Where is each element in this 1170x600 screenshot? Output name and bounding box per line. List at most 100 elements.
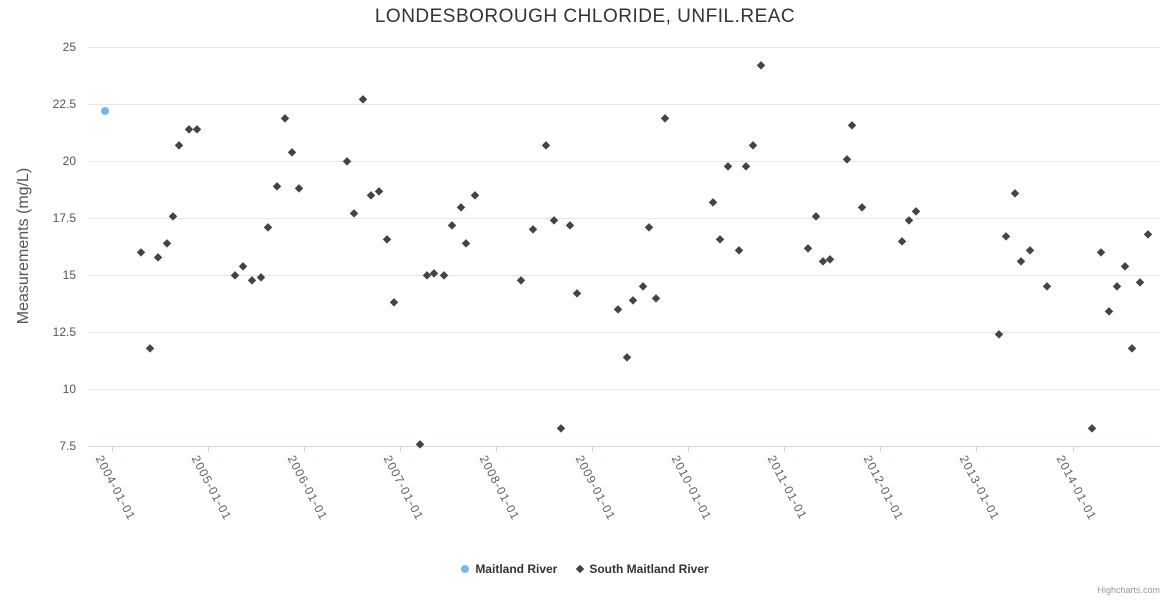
data-point[interactable] [440,271,448,279]
data-point[interactable] [100,106,109,115]
data-point[interactable] [742,161,750,170]
x-axis-tick [207,446,209,452]
circle-marker-icon [461,565,470,573]
data-point[interactable] [557,423,565,432]
data-point[interactable] [281,113,289,122]
x-axis-label: 2010-01-01 [668,453,715,523]
data-point[interactable] [1144,230,1152,238]
data-point[interactable] [382,234,391,243]
data-point[interactable] [462,239,471,247]
x-axis-label: 2014-01-01 [1053,453,1100,523]
data-point[interactable] [350,209,358,218]
x-axis-label: 2008-01-01 [476,453,523,523]
legend-item-maitland-river[interactable]: Maitland River [461,562,557,576]
legend-item-south-maitland-river[interactable]: South Maitland River [576,562,709,576]
x-axis-label: 2005-01-01 [188,453,235,523]
data-point[interactable] [848,120,856,129]
data-point[interactable] [1097,248,1105,257]
data-point[interactable] [272,182,281,190]
data-point[interactable] [898,236,907,245]
data-point[interactable] [456,202,465,211]
data-point[interactable] [1010,189,1019,197]
data-point[interactable] [858,202,866,211]
data-point[interactable] [264,223,272,231]
data-point[interactable] [185,125,193,133]
data-point[interactable] [613,305,622,314]
data-point[interactable] [175,141,184,149]
data-point[interactable] [193,125,201,133]
x-axis-label: 2006-01-01 [284,453,331,523]
data-point[interactable] [716,234,725,243]
data-point[interactable] [136,248,145,257]
data-point[interactable] [1043,282,1052,291]
data-point[interactable] [1128,344,1136,352]
gridline [88,275,1160,276]
data-point[interactable] [343,157,352,165]
gridline [88,161,1160,162]
data-point[interactable] [756,61,765,70]
data-point[interactable] [448,220,456,229]
data-point[interactable] [709,198,717,206]
data-point[interactable] [661,113,669,122]
data-point[interactable] [528,225,537,234]
gridline [88,389,1160,390]
data-point[interactable] [239,261,247,270]
data-point[interactable] [629,296,638,304]
data-point[interactable] [358,95,367,104]
data-point[interactable] [247,275,256,284]
x-axis-tick [399,446,401,452]
x-axis-tick [111,446,113,452]
x-axis-label: 2011-01-01 [764,453,811,522]
x-axis-tick [976,446,978,452]
y-axis-label: 7.5 [59,439,76,453]
data-point[interactable] [566,220,574,229]
data-point[interactable] [804,243,812,252]
data-point[interactable] [1105,307,1114,316]
data-point[interactable] [652,293,661,302]
data-point[interactable] [826,255,834,263]
data-point[interactable] [288,147,297,156]
data-point[interactable] [517,275,526,284]
data-point[interactable] [366,191,375,200]
data-point[interactable] [1017,257,1026,266]
chart-title: LONDESBOROUGH CHLORIDE, UNFIL.REAC [374,6,796,27]
x-axis-label: 2009-01-01 [572,453,619,523]
data-point[interactable] [542,141,550,149]
data-point[interactable] [1025,246,1034,254]
y-axis-label: 10 [62,382,76,396]
data-point[interactable] [622,353,631,361]
data-point[interactable] [1113,282,1122,291]
data-point[interactable] [912,207,921,216]
data-point[interactable] [295,184,304,193]
y-axis-label: 12.5 [52,325,76,339]
legend-label-maitland-river: Maitland River [475,562,558,576]
x-axis-line [88,446,1160,447]
data-point[interactable] [749,141,758,149]
data-point[interactable] [1087,423,1096,432]
x-axis-tick [592,446,594,452]
data-point[interactable] [1121,261,1129,270]
data-point[interactable] [256,273,265,282]
data-point[interactable] [163,239,171,247]
data-point[interactable] [735,246,743,254]
data-point[interactable] [645,223,653,231]
data-point[interactable] [154,252,163,261]
data-point[interactable] [231,271,239,279]
data-point[interactable] [573,289,582,298]
data-point[interactable] [1001,232,1010,241]
gridline [88,104,1160,105]
x-axis-label: 2012-01-01 [860,453,907,523]
x-axis-tick [1072,446,1074,452]
highcharts-credit[interactable]: Highcharts.com [1097,585,1160,595]
data-point[interactable] [724,161,732,170]
legend: Maitland River South Maitland River [0,562,1170,576]
data-point[interactable] [146,344,155,352]
data-point[interactable] [390,298,398,307]
diamond-marker-icon [576,564,585,574]
data-point[interactable] [1136,277,1145,286]
y-axis-label: 25 [62,40,76,54]
data-point[interactable] [375,186,384,195]
data-point[interactable] [471,191,480,200]
gridline [88,218,1160,219]
data-point[interactable] [638,282,647,291]
